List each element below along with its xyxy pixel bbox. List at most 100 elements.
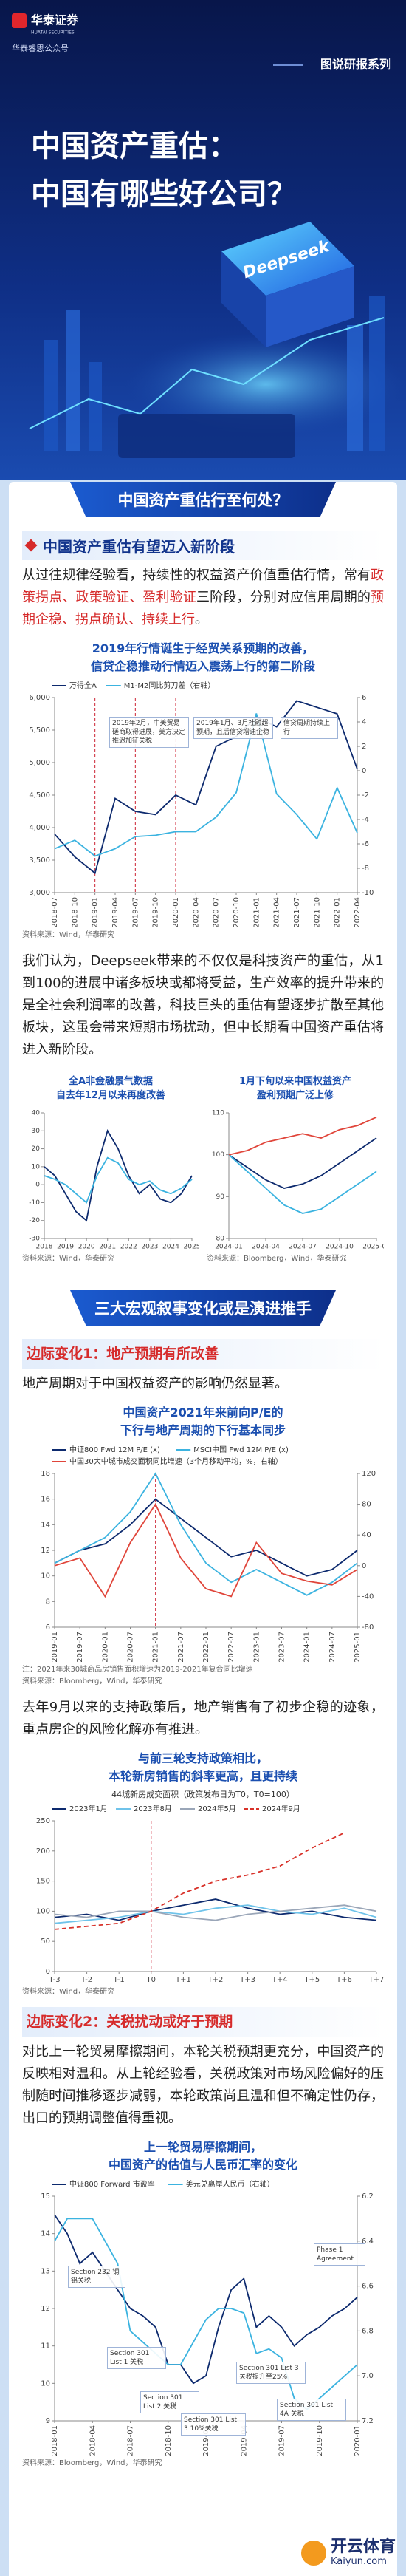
x-tick-label: 2023 <box>141 1244 158 1251</box>
series-line <box>54 1498 358 1577</box>
source: 资料来源：Bloomberg，Wind，华泰研究 <box>22 2459 162 2467</box>
title-line: 1月下旬以来中国权益资产 <box>238 1076 352 1087</box>
x-tick-label: 2022-04 <box>354 897 362 928</box>
y-tick-label: 6 <box>46 1623 50 1632</box>
chart-svg: -30 -20 -10 0 10 20 30 40 2018 2019 2020 2021 2022 20… <box>29 1110 200 1251</box>
y2-tick-label: -80 <box>362 1623 374 1632</box>
legend-label: 2024年9月 <box>262 1804 300 1813</box>
x-tick-label: 2020-07 <box>127 1632 135 1663</box>
y-tick-label: 14 <box>41 2230 50 2238</box>
legend-label: MSCI中国 Fwd 12M P/E (x) <box>193 1445 289 1454</box>
title-line: 本轮新房销售的斜率更高，且更持续 <box>108 1769 297 1783</box>
y-tick-label: 14 <box>41 1521 50 1529</box>
x-tick-label: 2023-07 <box>278 1632 286 1663</box>
legend-label: M1-M2同比剪刀差（右轴） <box>124 681 216 690</box>
x-tick-label: 2019-01 <box>202 2425 210 2456</box>
account: 华泰睿思公众号 <box>12 43 69 53</box>
chart-title: 中国资产2021年来前向P/E的 下行与地产周期的下行基本同步 <box>22 1404 384 1439</box>
y2-tick-label: -2 <box>362 791 369 800</box>
title-line: 中国资产重估： <box>31 129 238 163</box>
x-tick-label: 2022-01 <box>202 1632 210 1663</box>
x-tick-label: 2018-07 <box>127 2425 135 2456</box>
title-line: 与前三轮支持政策相比， <box>137 1751 268 1765</box>
x-tick-label: T-2 <box>80 1976 92 1984</box>
deco-bar <box>89 362 102 451</box>
paragraph: 去年9月以来的支持政策后，地产销售有了初步企稳的迹象，重点房企的风险化解亦有推进… <box>22 1700 384 1737</box>
y-tick-label: 80 <box>216 1236 225 1243</box>
y2-tick-label: 6 <box>362 694 366 702</box>
x-tick-label: T+7 <box>368 1976 384 1984</box>
x-tick-label: 2021-07 <box>293 897 301 928</box>
y2-tick-label: 2 <box>362 743 366 751</box>
y-tick-label: 50 <box>41 1938 50 1946</box>
series-tag: 图说研报系列 <box>320 58 391 72</box>
y2-tick-label: -4 <box>362 816 369 824</box>
legend-label: 2024年5月 <box>198 1804 236 1813</box>
y-tick-label: 11 <box>41 2342 50 2351</box>
chart-block: 1月下旬以来中国权益资产 盈利预期广泛上修 80 90 100 110 2024-01 20… <box>207 1074 390 1265</box>
x-tick-label: T-3 <box>48 1976 60 1984</box>
y2-tick-label: 6.2 <box>362 2192 374 2201</box>
source: 资料来源：Bloomberg，Wind，华泰研究 <box>22 1677 162 1686</box>
title-line: 信贷企稳推动行情迈入震荡上行的第二阶段 <box>90 659 315 673</box>
chart: 中证800 Fwd 12M P/E (x) MSCI中国 Fwd 12M P/E … <box>22 1442 384 1664</box>
x-tick-label: 2018-07 <box>51 897 59 928</box>
series-line <box>54 1904 377 1921</box>
x-tick-label: 2019-04 <box>240 2425 248 2456</box>
y-tick-label: 18 <box>41 1470 50 1478</box>
x-tick-label: 2022-01 <box>334 897 342 928</box>
x-tick-label: 2019-10 <box>152 897 160 928</box>
y2-tick-label: 120 <box>362 1470 376 1478</box>
text-segment: 从过往规律经验看，持续性的权益资产价值重估行情，常有 <box>22 568 371 583</box>
x-tick-label: 2020-07 <box>213 897 221 928</box>
card: 中国资产重估行至何处？ 中国资产重估有望迈入新阶段 从过往规律经验看，持续性的权… <box>9 482 397 2576</box>
x-tick-label: 2024-07 <box>328 1632 337 1663</box>
deco-line <box>29 317 385 429</box>
legend-label: 2023年8月 <box>134 1804 172 1813</box>
series-line <box>54 1832 345 1930</box>
x-tick-label: 2020 <box>78 1244 95 1251</box>
x-tick-label: 2020-01 <box>172 897 180 928</box>
title-line: 上一轮贸易摩擦期间， <box>143 2140 262 2154</box>
y2-tick-label: 40 <box>362 1531 371 1539</box>
chart-pair: 全A非金融景气数据 自去年12月以来再度改善 -30 -20 -10 0 10 20 30 40… <box>22 1070 390 1274</box>
text-segment: 。 <box>195 612 208 627</box>
series-line <box>54 1502 358 1598</box>
hero: 华泰证券 HUATAI SECURITIES 华泰睿思公众号 图说研报系列 中国… <box>0 0 406 480</box>
x-tick-label: 2019-07 <box>76 1632 84 1663</box>
glow <box>125 333 406 436</box>
y-tick-label: 5,500 <box>29 726 50 735</box>
note: 注：2021年来30城商品房销售面积增速为2019-2021年复合同比增速 <box>22 1666 253 1674</box>
chart-title: 全A非金融景气数据 自去年12月以来再度改善 <box>22 1074 199 1103</box>
x-tick-label: 2024-04 <box>252 1244 280 1251</box>
series-line <box>44 1156 193 1204</box>
chart: 中证800 Forward 市盈率 美元兑离岸人民币（右轴） 9 10 11 12 13 14… <box>22 2177 384 2458</box>
y-tick-label: 200 <box>36 1847 50 1856</box>
x-tick-label: 2019-07 <box>278 2425 286 2456</box>
logo-icon <box>12 13 27 28</box>
x-tick-label: T-1 <box>113 1976 125 1984</box>
legend-label: 万得全A <box>69 681 97 690</box>
series-line <box>54 1898 377 1921</box>
subheading: 中国资产重估有望迈入新阶段 <box>22 531 384 560</box>
x-tick-label: 2021-01 <box>152 1632 160 1663</box>
y-tick-label: 100 <box>212 1151 224 1159</box>
y-tick-label: 10 <box>41 2379 50 2388</box>
y-tick-label: 150 <box>36 1878 50 1886</box>
series-line <box>54 1904 377 1924</box>
x-tick-label: T0 <box>146 1976 156 1984</box>
text-segment: 我们认为，Deepseek带来的不仅仅是科技资产的重估，从1到100的进展中诸多… <box>22 953 384 1057</box>
y-tick-label: 12 <box>41 1547 50 1555</box>
annotation: Section 301 List 3 10%关税 <box>181 2413 246 2436</box>
annotation: 2019年2月，中美贸易磋商取得进展，美方决定推迟加征关税 <box>109 717 189 748</box>
x-tick-label: 2018-01 <box>51 2425 59 2456</box>
y-tick-label: 6,000 <box>29 694 50 702</box>
y-tick-label: 110 <box>212 1110 224 1117</box>
chip-side <box>221 251 266 347</box>
title-line: 2019年行情诞生于经贸关系预期的改善， <box>92 641 314 655</box>
legend-label: 中证800 Forward 市盈率 <box>69 2179 155 2189</box>
x-tick-label: T+1 <box>175 1976 191 1984</box>
annotation: Section 301 List 4A 关税 <box>277 2399 346 2421</box>
x-tick-label: 2023-01 <box>252 1632 261 1663</box>
watermark-icon <box>300 2540 326 2566</box>
